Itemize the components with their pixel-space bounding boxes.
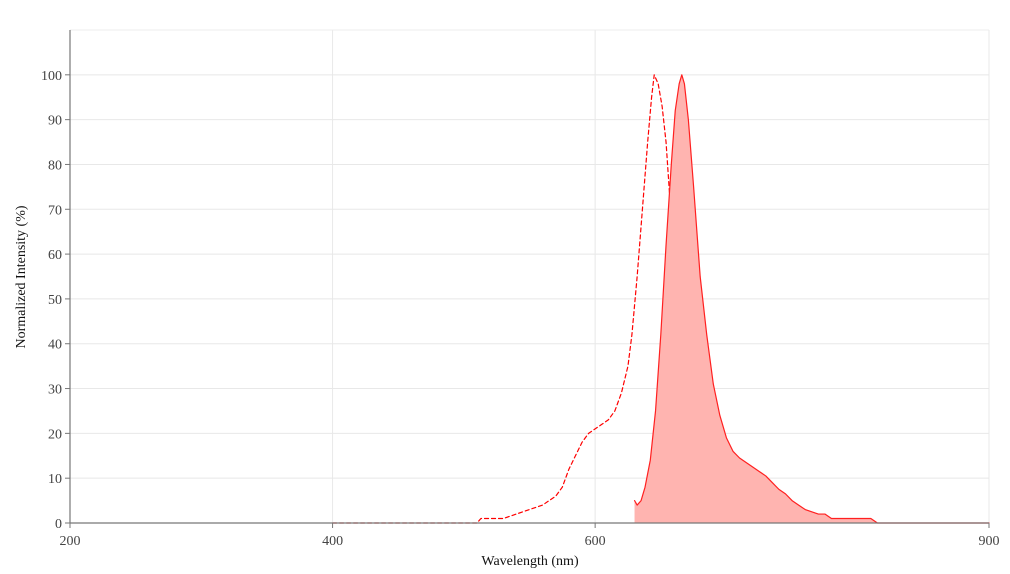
x-tick-label: 900 bbox=[979, 534, 1000, 549]
x-tick-label: 200 bbox=[60, 534, 81, 549]
series-2-fill bbox=[634, 74, 989, 523]
tick-labels: 0 10 20 30 40 50 60 70 80 90 100 200 400 600 900 bbox=[41, 69, 1000, 549]
y-tick-label: 80 bbox=[48, 158, 62, 173]
gridlines bbox=[69, 29, 990, 524]
y-tick-label: 50 bbox=[48, 293, 62, 308]
y-tick-label: 60 bbox=[48, 248, 62, 263]
y-tick-label: 90 bbox=[48, 114, 62, 129]
x-axis-title: Wavelength (nm) bbox=[481, 554, 579, 569]
y-tick-label: 10 bbox=[48, 472, 62, 487]
y-tick-label: 100 bbox=[41, 69, 62, 84]
series-2-line bbox=[633, 74, 990, 524]
axes bbox=[65, 30, 990, 528]
x-tick-label: 400 bbox=[322, 534, 343, 549]
y-tick-label: 0 bbox=[55, 517, 62, 532]
y-tick-label: 20 bbox=[48, 427, 62, 442]
y-tick-label: 40 bbox=[48, 338, 62, 353]
y-tick-label: 30 bbox=[48, 383, 62, 398]
y-tick-label: 70 bbox=[48, 203, 62, 218]
x-tick-label: 600 bbox=[585, 534, 606, 549]
y-axis-title: Normalized Intensity (%) bbox=[14, 205, 29, 348]
